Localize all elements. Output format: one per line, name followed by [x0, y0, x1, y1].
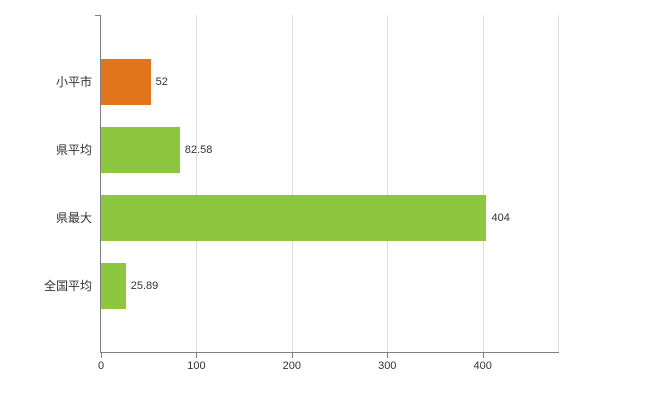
- x-axis-tick: [196, 353, 198, 358]
- gridline: [482, 15, 484, 352]
- x-axis-tick: [387, 353, 389, 358]
- x-tick-label: 200: [282, 360, 302, 372]
- category-label: 県最大: [55, 211, 92, 225]
- x-axis-tick: [482, 353, 484, 358]
- category-label: 小平市: [55, 75, 92, 89]
- x-tick-label: 400: [473, 360, 492, 372]
- category-label: 全国平均: [43, 279, 92, 293]
- bar-3: [101, 195, 487, 241]
- gridline: [196, 15, 198, 352]
- bar-value-label: 25.89: [130, 280, 159, 292]
- x-axis-tick: [291, 353, 293, 358]
- bar-1: [101, 59, 151, 105]
- x-axis-tick: [101, 353, 102, 358]
- x-tick-label: 100: [187, 360, 206, 372]
- bar-value-label: 52: [155, 76, 168, 88]
- gridline: [558, 15, 559, 352]
- plot-area: 0 100 200 300 400 52 82.58 404 25.89: [95, 15, 559, 372]
- bar-4: [101, 263, 126, 309]
- bar-value-label: 82.58: [184, 144, 213, 156]
- y-axis-tick: [95, 15, 100, 16]
- bar-value-label: 404: [491, 212, 510, 224]
- x-tick-label: 0: [97, 360, 105, 372]
- bar-2: [101, 127, 180, 173]
- category-label: 県平均: [55, 143, 92, 157]
- gridline: [387, 15, 389, 352]
- x-tick-label: 300: [378, 360, 397, 372]
- gridline: [291, 15, 293, 352]
